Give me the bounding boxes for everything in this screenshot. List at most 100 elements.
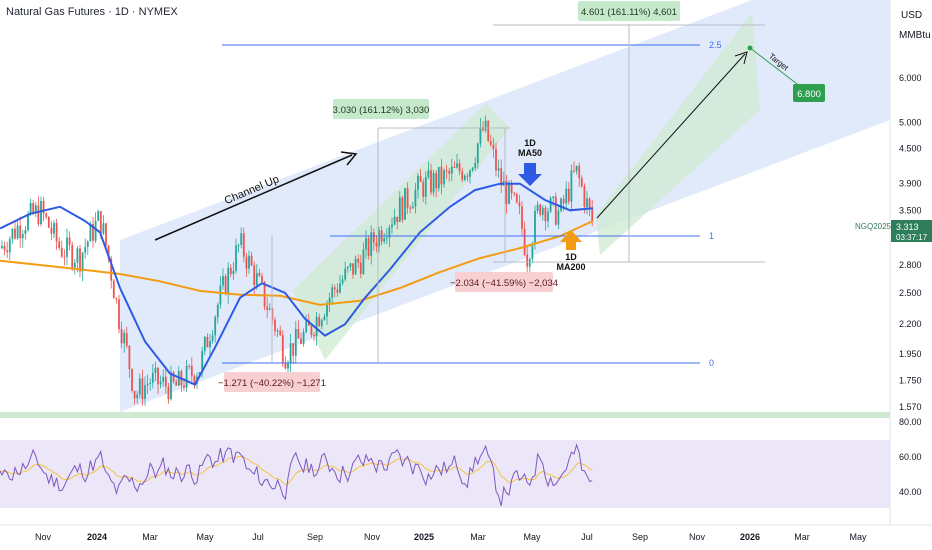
- candle-body: [24, 230, 27, 235]
- candle-body: [240, 233, 243, 245]
- candle-body: [435, 173, 438, 189]
- time-label: 2024: [87, 532, 107, 542]
- candle-body: [123, 333, 126, 344]
- candle-body: [107, 245, 110, 259]
- ma50-label-line2: MA50: [518, 148, 542, 158]
- candle-body: [583, 186, 586, 208]
- candle-body: [500, 168, 503, 186]
- candle-body: [125, 333, 128, 346]
- candle-body: [162, 376, 165, 382]
- candle-body: [409, 207, 412, 209]
- pane-separator: [0, 412, 890, 418]
- candle-body: [586, 198, 588, 208]
- ma50-label-line1: 1D: [524, 138, 536, 148]
- candle-body: [487, 120, 490, 142]
- last-price-label: 3.313: [896, 222, 919, 232]
- candle-body: [253, 265, 256, 286]
- candle-body: [471, 167, 474, 171]
- rsi-tick: 80.00: [899, 417, 922, 427]
- candle-body: [206, 336, 209, 348]
- candle-body: [432, 173, 435, 193]
- candle-body: [302, 331, 305, 344]
- candle-body: [305, 320, 308, 332]
- candle-body: [443, 170, 445, 185]
- candle-body: [131, 369, 133, 391]
- candle-body: [235, 245, 237, 271]
- green-channel-1: [293, 103, 510, 360]
- candle-body: [151, 372, 154, 383]
- candle-body: [115, 298, 118, 300]
- candle-body: [185, 365, 188, 388]
- candle-body: [398, 197, 401, 222]
- candle-body: [375, 242, 378, 247]
- candle-body: [404, 188, 406, 220]
- candle-body: [79, 248, 81, 272]
- candle-body: [300, 338, 302, 344]
- candle-body: [541, 207, 544, 215]
- candle-body: [203, 336, 206, 352]
- candle-body: [289, 343, 292, 364]
- candle-body: [40, 200, 42, 225]
- candle-body: [284, 362, 287, 369]
- candle-body: [172, 372, 175, 382]
- candle-body: [588, 198, 591, 208]
- candle-body: [518, 202, 521, 207]
- candle-body: [242, 233, 245, 257]
- candle-body: [357, 258, 360, 263]
- price-tick: 2.800: [899, 260, 922, 270]
- measure-rise-2-box: [578, 1, 680, 21]
- candle-body: [401, 197, 404, 220]
- candle-body: [560, 198, 562, 211]
- green-channel-2: [596, 13, 760, 255]
- candle-body: [55, 223, 58, 242]
- fib-level-label: 0: [709, 358, 714, 368]
- candle-body: [216, 304, 219, 318]
- time-label: Nov: [35, 532, 52, 542]
- candle-body: [573, 170, 575, 172]
- candle-body: [547, 211, 549, 222]
- candle-body: [149, 382, 152, 384]
- candle-body: [578, 165, 581, 179]
- candle-body: [539, 204, 542, 215]
- candle-body: [63, 256, 66, 258]
- ma200-label-line1: 1D: [565, 252, 577, 262]
- last-price-box: [891, 220, 932, 242]
- candle-body: [552, 196, 555, 199]
- candle-body: [440, 166, 443, 185]
- candle-body: [227, 267, 230, 295]
- candle-body: [102, 223, 105, 234]
- time-label: Nov: [689, 532, 706, 542]
- candle-body: [336, 289, 339, 293]
- rsi-ma-line: [0, 455, 593, 486]
- symbol-tag: NGQ2025: [855, 222, 892, 231]
- projection-arrowhead: [734, 51, 748, 65]
- candle-body: [76, 248, 79, 263]
- candle-body: [136, 394, 139, 399]
- ma50-line: [0, 182, 594, 386]
- candle-body: [294, 329, 297, 356]
- currency-label[interactable]: USD: [901, 10, 923, 21]
- price-tick: 2.500: [899, 288, 922, 298]
- candle-body: [419, 176, 422, 182]
- candle-body: [505, 181, 508, 204]
- measure-rise-1-box: [333, 99, 429, 119]
- candle-body: [237, 244, 240, 246]
- candle-body: [6, 250, 9, 253]
- candle-body: [396, 216, 399, 222]
- candle-body: [255, 273, 258, 286]
- candle-body: [37, 205, 40, 225]
- price-tick: 6.000: [899, 73, 922, 83]
- unit-label[interactable]: MMBtu: [899, 30, 931, 41]
- candle-body: [456, 163, 458, 168]
- candle-body: [146, 383, 149, 386]
- price-tick: 4.500: [899, 144, 922, 154]
- candle-body: [437, 166, 440, 189]
- candle-body: [565, 188, 568, 204]
- candle-body: [515, 194, 518, 203]
- candle-body: [417, 176, 419, 190]
- candle-body: [60, 247, 63, 257]
- candle-body: [523, 228, 526, 255]
- candle-body: [86, 241, 89, 247]
- candle-body: [562, 198, 565, 204]
